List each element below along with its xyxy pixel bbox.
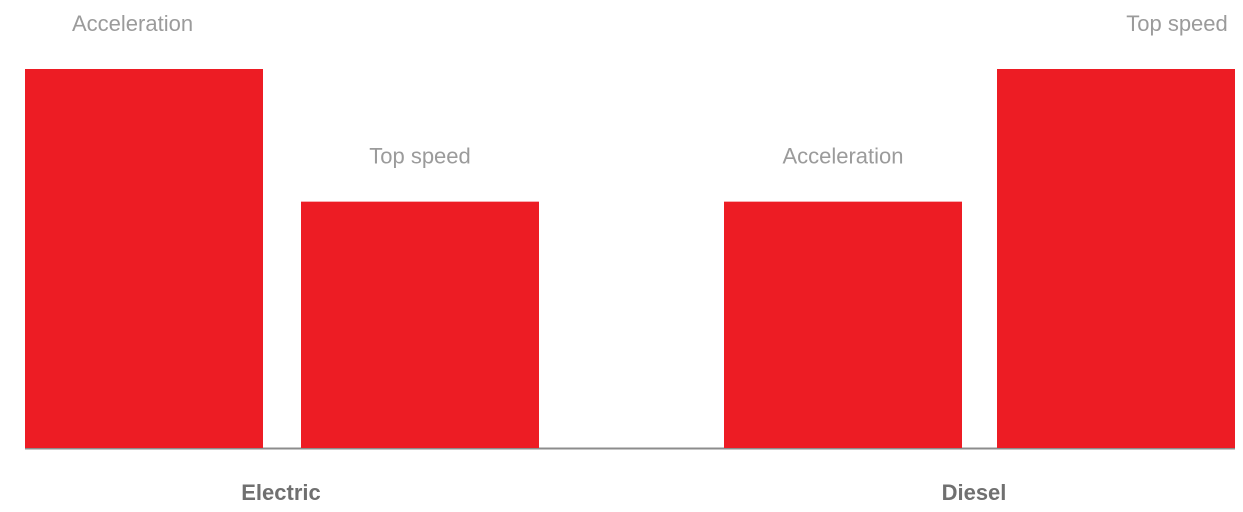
bar-diesel-top-speed <box>997 69 1235 448</box>
category-label-electric: Electric <box>241 480 321 505</box>
bar-label: Top speed <box>369 144 471 169</box>
category-label-diesel: Diesel <box>942 480 1007 505</box>
bar-label: Acceleration <box>782 144 903 169</box>
bar-electric-top-speed <box>301 201 539 448</box>
bar-electric-acceleration <box>25 69 263 448</box>
bar-label: Acceleration <box>72 11 193 36</box>
bar-diesel-acceleration <box>724 201 962 448</box>
bar-label: Top speed <box>1126 11 1228 36</box>
